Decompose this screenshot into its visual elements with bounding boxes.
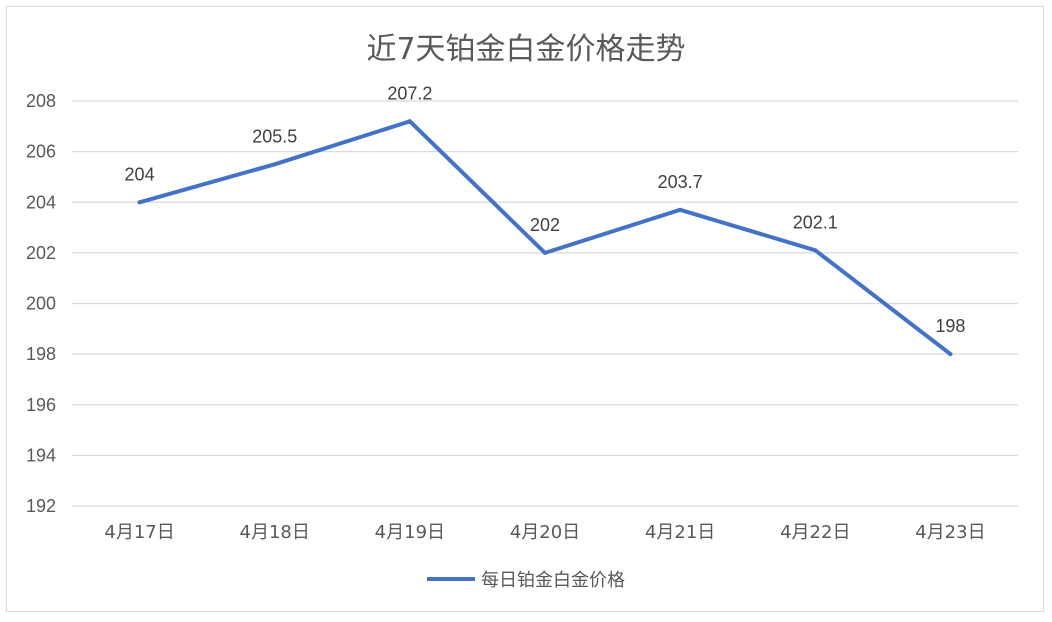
y-axis-ticks: 192 194 196 198 200 202 204 206 208 [26,91,56,516]
data-label: 202 [530,215,560,235]
chart-title: 近7天铂金白金价格走势 [366,32,686,67]
data-label: 204 [125,164,155,184]
y-tick-label: 200 [26,294,56,314]
data-label: 203.7 [658,172,703,192]
x-tick-label: 4月18日 [240,522,310,543]
data-point [813,248,818,253]
data-label: 198 [935,316,965,336]
gridlines [72,100,1018,507]
x-tick-label: 4月17日 [104,522,174,543]
data-point [543,250,547,255]
x-axis-ticks: 4月17日 4月18日 4月19日 4月20日 4月21日 4月22日 4月23日 [104,522,985,543]
y-tick-label: 198 [26,344,56,364]
y-tick-label: 202 [26,243,56,263]
data-label: 205.5 [252,126,297,146]
x-tick-label: 4月19日 [375,522,445,543]
y-tick-label: 204 [26,192,56,212]
data-point [407,119,412,124]
legend-label: 每日铂金白金价格 [481,570,625,591]
series-layer [137,119,953,357]
y-tick-label: 194 [26,445,56,465]
y-tick-label: 208 [26,91,56,111]
data-point [678,207,683,212]
x-tick-label: 4月23日 [915,522,985,543]
x-tick-label: 4月21日 [645,522,715,543]
data-labels: 204 205.5 207.2 202 203.7 202.1 198 [125,83,966,336]
y-tick-label: 192 [26,496,56,516]
data-point [137,200,142,205]
data-label: 202.1 [793,212,838,232]
legend-swatch [427,577,475,581]
data-point [948,352,953,357]
y-tick-label: 196 [26,395,56,415]
x-tick-label: 4月20日 [510,522,580,543]
series-line [137,119,953,357]
data-label: 207.2 [387,83,432,103]
data-point [272,162,277,167]
y-tick-label: 206 [26,142,56,162]
x-tick-label: 4月22日 [780,522,850,543]
legend: 每日铂金白金价格 [0,566,1052,592]
chart-frame [6,6,1044,612]
